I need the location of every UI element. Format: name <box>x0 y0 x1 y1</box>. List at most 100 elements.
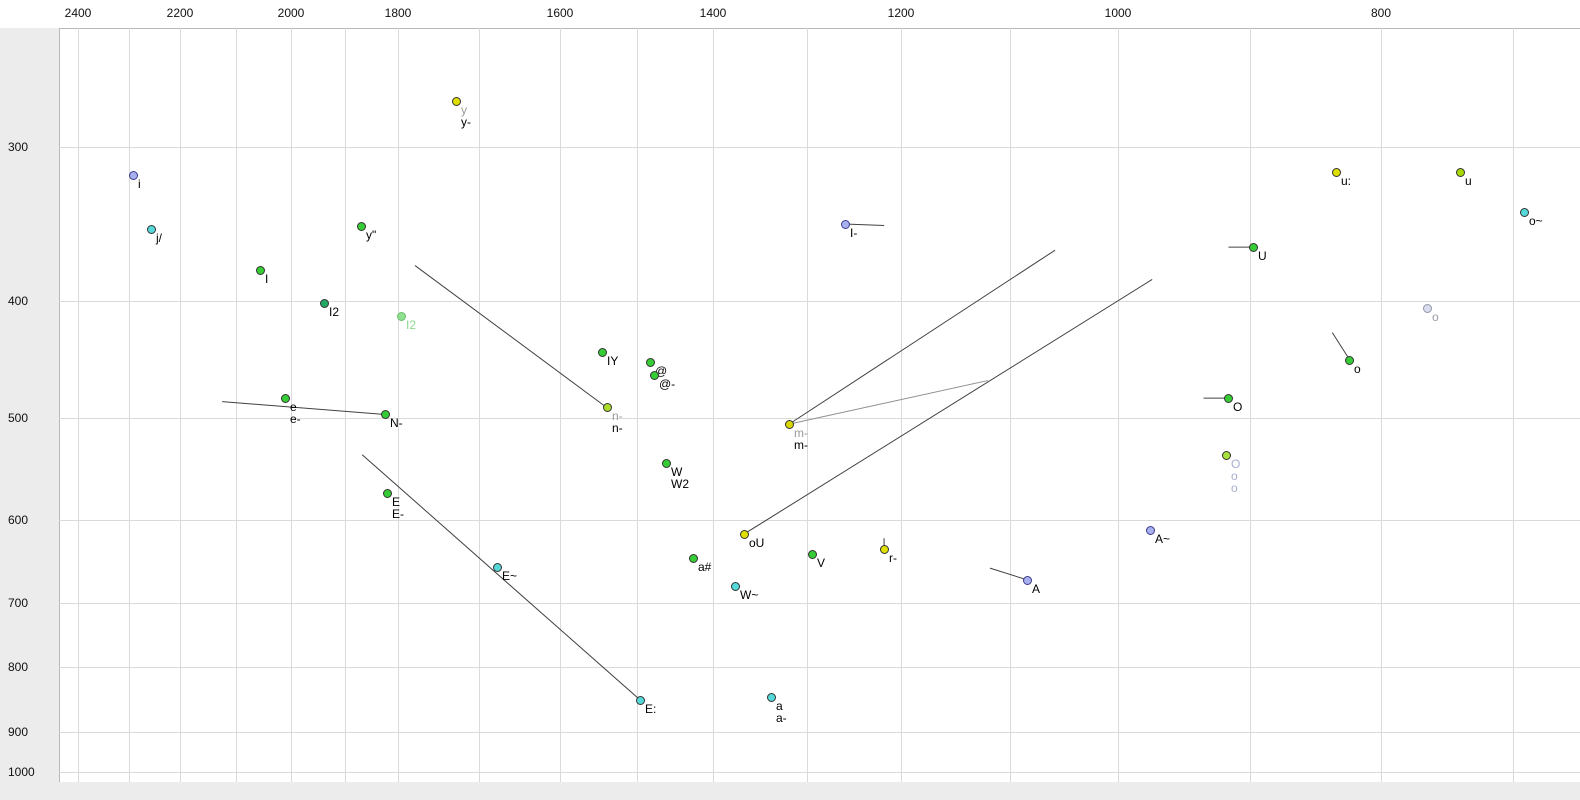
data-point-I2light <box>397 312 406 321</box>
point-label: W <box>671 465 683 479</box>
point-label: W~ <box>740 588 759 602</box>
trajectory-line <box>989 567 1028 581</box>
grid-line-horizontal <box>59 603 1580 604</box>
data-point-u <box>1332 168 1341 177</box>
point-label: a# <box>698 560 712 574</box>
data-point-O2 <box>1222 451 1231 460</box>
point-label: y" <box>366 228 377 242</box>
y-tick-label: 300 <box>8 140 29 154</box>
x-tick-label: 1400 <box>699 6 727 20</box>
trajectory-line <box>788 249 1056 425</box>
data-point-a <box>767 693 776 702</box>
trajectory-line <box>844 223 885 227</box>
point-label: @- <box>659 377 676 391</box>
data-point-opale <box>1423 304 1432 313</box>
grid-line-vertical <box>1010 28 1011 782</box>
grid-line-vertical <box>807 28 808 782</box>
point-label: I2 <box>406 318 417 332</box>
grid-line-horizontal <box>59 418 1580 419</box>
data-point-m <box>785 420 794 429</box>
grid-line-horizontal <box>59 301 1580 302</box>
data-point-a <box>689 554 698 563</box>
data-point-j <box>147 225 156 234</box>
point-label: i <box>138 177 141 191</box>
point-label: O <box>1231 457 1241 471</box>
grid-line-vertical <box>1513 28 1514 782</box>
data-point-W <box>662 459 671 468</box>
trajectory-line <box>222 401 386 415</box>
y-axis-margin <box>0 28 59 800</box>
grid-line-vertical <box>1250 28 1251 782</box>
x-tick-label: 2000 <box>277 6 305 20</box>
plot-border-left <box>59 28 60 782</box>
y-tick-label: 700 <box>8 596 29 610</box>
grid-line-horizontal <box>59 732 1580 733</box>
data-point-A <box>1023 576 1032 585</box>
data-point-E <box>383 489 392 498</box>
y-tick-label: 500 <box>8 411 29 425</box>
x-tick-label: 1800 <box>384 6 412 20</box>
grid-line-horizontal <box>59 520 1580 521</box>
x-tick-label: 1600 <box>546 6 574 20</box>
point-label: N- <box>390 416 403 430</box>
point-label: E: <box>645 702 657 716</box>
point-label: u <box>1465 174 1472 188</box>
plot-border-top <box>59 28 1580 29</box>
bottom-margin <box>59 782 1580 800</box>
data-point-E <box>636 696 645 705</box>
grid-line-horizontal <box>59 667 1580 668</box>
grid-line-vertical <box>236 28 237 782</box>
point-label: I- <box>850 226 858 240</box>
y-tick-label: 600 <box>8 513 29 527</box>
point-label: y <box>461 103 467 117</box>
data-point-A <box>1146 526 1155 535</box>
grid-line-vertical <box>637 28 638 782</box>
data-point-i <box>129 171 138 180</box>
x-tick-label: 2400 <box>64 6 92 20</box>
trajectory-line <box>1331 332 1350 360</box>
trajectory-line <box>789 380 988 425</box>
point-label: j/ <box>156 231 162 245</box>
grid-line-vertical <box>180 28 181 782</box>
point-label: a- <box>776 711 787 725</box>
point-label: o <box>1231 481 1238 495</box>
point-label: E- <box>392 507 404 521</box>
data-point-I2 <box>320 299 329 308</box>
grid-line-vertical <box>713 28 714 782</box>
data-point-u <box>1456 168 1465 177</box>
data-point-r <box>880 545 889 554</box>
grid-line-vertical <box>78 28 79 782</box>
grid-line-vertical <box>479 28 480 782</box>
grid-line-vertical <box>1381 28 1382 782</box>
grid-line-vertical <box>1118 28 1119 782</box>
point-label: A~ <box>1155 532 1171 546</box>
data-point-y <box>357 222 366 231</box>
data-point-N <box>381 410 390 419</box>
data-point-V <box>808 550 817 559</box>
point-label: E~ <box>502 569 518 583</box>
point-label: n- <box>612 409 623 423</box>
x-tick-label: 800 <box>1370 6 1392 20</box>
data-point-o <box>1520 208 1529 217</box>
data-point-I <box>256 266 265 275</box>
grid-line-vertical <box>398 28 399 782</box>
grid-line-vertical <box>129 28 130 782</box>
x-tick-label: 1000 <box>1104 6 1132 20</box>
grid-line-horizontal <box>59 147 1580 148</box>
y-tick-label: 400 <box>8 294 29 308</box>
point-label: oU <box>749 536 765 550</box>
data-point-U <box>1249 243 1258 252</box>
data-point-y <box>452 97 461 106</box>
point-label: o <box>1231 469 1238 483</box>
data-point- <box>650 371 659 380</box>
point-label: V <box>817 556 826 570</box>
y-tick-label: 1000 <box>8 765 35 779</box>
point-label: a <box>776 699 783 713</box>
point-label: O <box>1233 400 1243 414</box>
point-label: n- <box>612 421 623 435</box>
grid-line-horizontal <box>59 772 1580 773</box>
point-label: E <box>392 495 401 509</box>
data-point-o <box>1345 356 1354 365</box>
point-label: o <box>1432 310 1439 324</box>
